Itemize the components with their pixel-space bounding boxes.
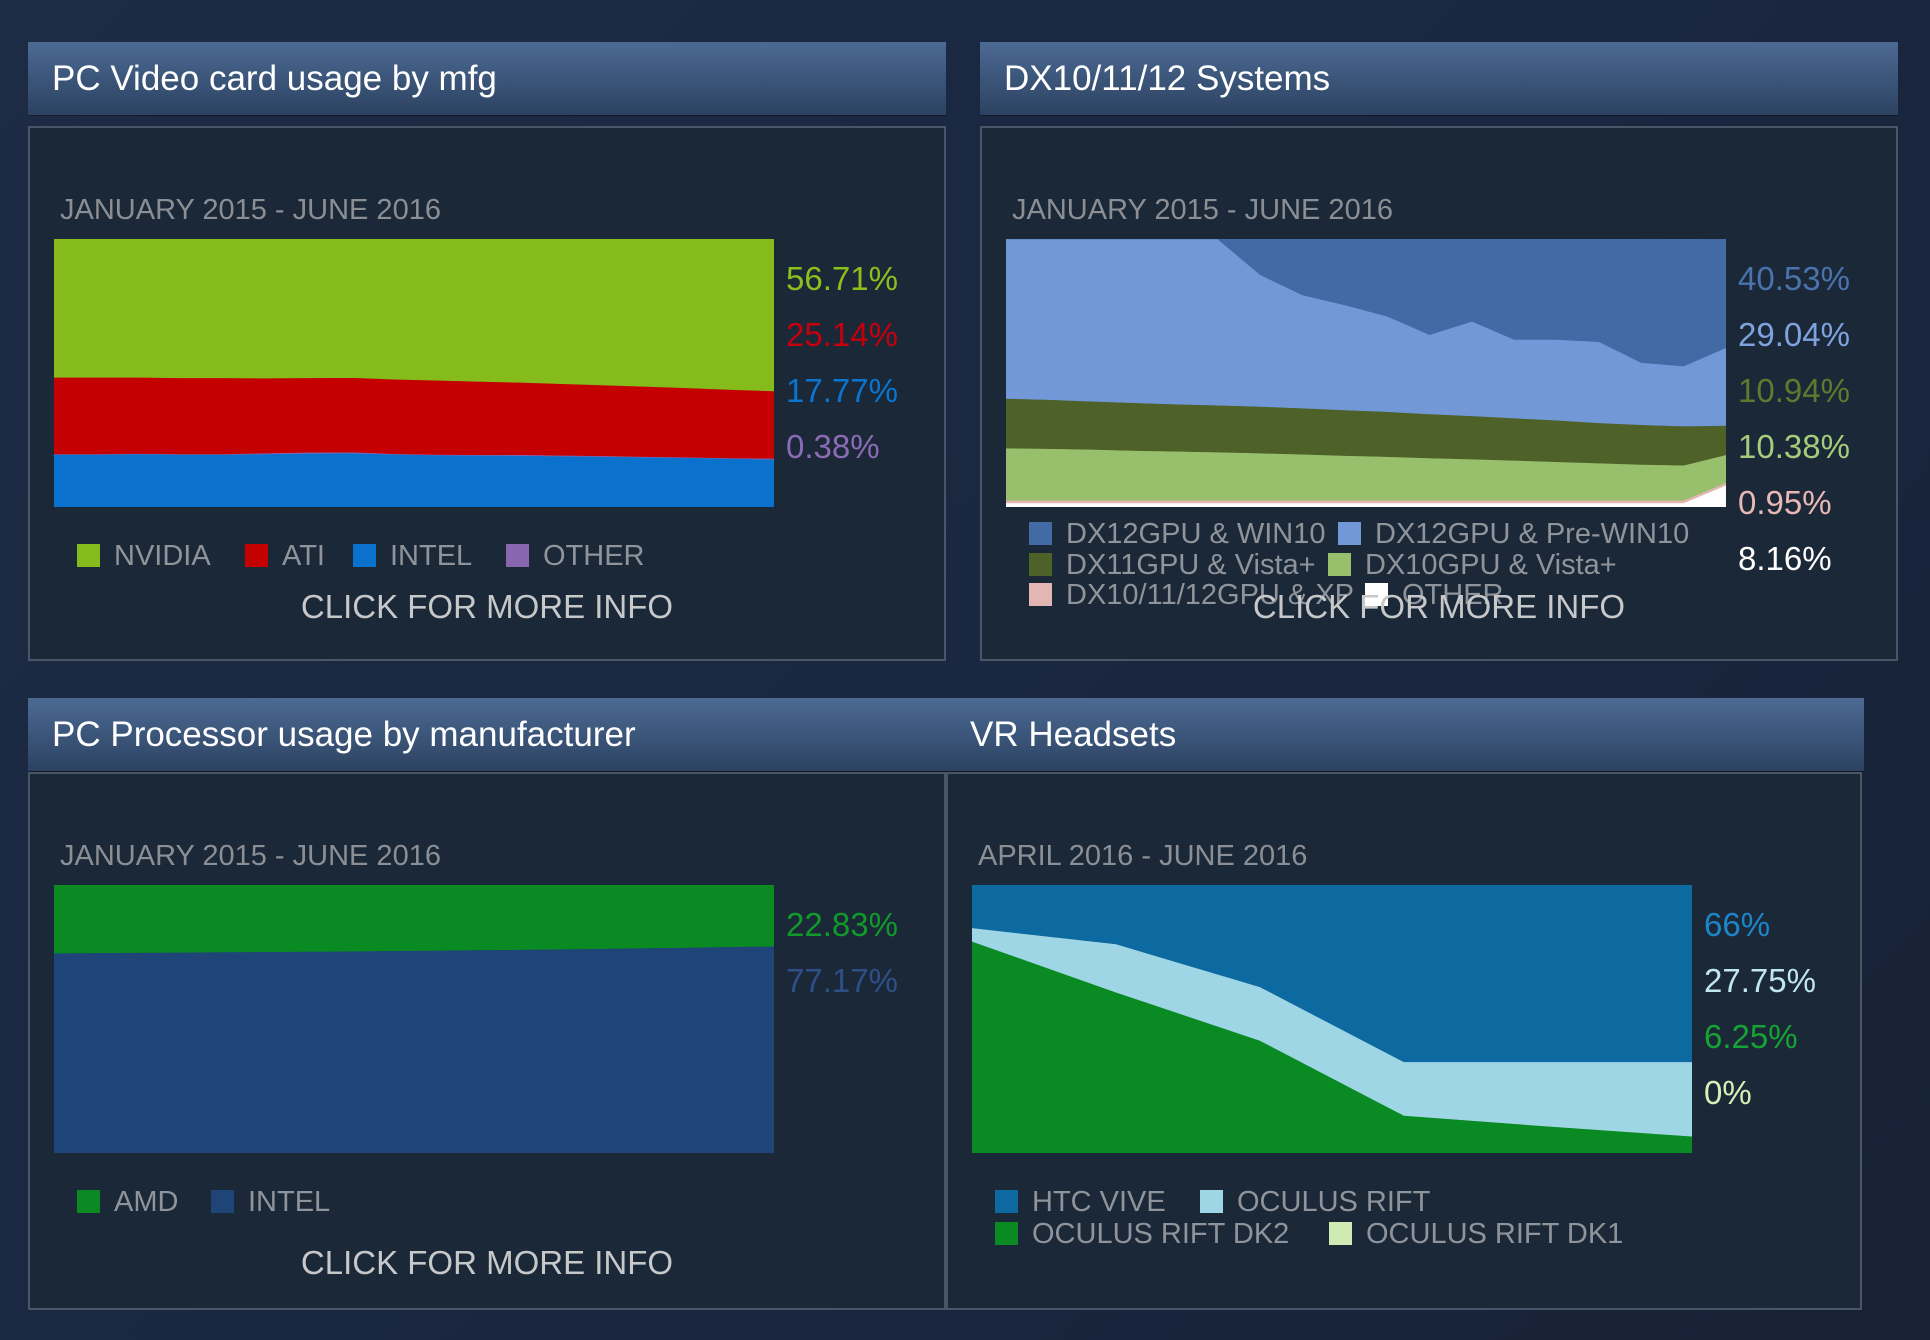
legend-label: DX10/11/12GPU & XP [1066, 579, 1355, 611]
gpu-date-range: JANUARY 2015 - JUNE 2016 [60, 194, 441, 226]
cpu-date-range: JANUARY 2015 - JUNE 2016 [60, 840, 441, 872]
vr-pct-dk2: 6.25% [1704, 1018, 1798, 1055]
cpu-pct-amd: 22.83% [786, 906, 898, 943]
legend-swatch [1328, 553, 1351, 576]
legend-label: INTEL [248, 1186, 331, 1218]
legend-swatch [1365, 583, 1388, 606]
cpu-pct-intel: 77.17% [786, 962, 898, 999]
dx-more-info-link[interactable]: CLICK FOR MORE INFO [1252, 588, 1626, 625]
cpu-area-chart [54, 885, 774, 1153]
vr-panel: VR Headsets APRIL 2016 - JUNE 2016 66% 2… [946, 698, 1864, 1310]
dx-panel: DX10/11/12 Systems JANUARY 2015 - JUNE 2… [980, 42, 1898, 661]
gpu-panel: PC Video card usage by mfg JANUARY 2015 … [28, 42, 948, 661]
dx-pct-dx12-win10: 40.53% [1738, 260, 1850, 297]
legend-label: OCULUS RIFT DK2 [1032, 1218, 1290, 1250]
legend-label: ATI [282, 540, 325, 572]
legend-swatch [1200, 1190, 1223, 1213]
dx-chart-link[interactable]: JANUARY 2015 - JUNE 2016 40.53% 29.04% 1… [980, 126, 1898, 661]
vr-date-range: APRIL 2016 - JUNE 2016 [978, 840, 1308, 872]
gpu-legend-ati: ATI [245, 540, 325, 572]
dx-panel-header: DX10/11/12 Systems [980, 42, 1898, 115]
area-series-dx12gpu-win10 [1006, 239, 1726, 367]
vr-pct-htc-vive: 66% [1704, 906, 1771, 943]
dx-pct-other: 8.16% [1738, 540, 1832, 577]
vr-pct-dk1: 0% [1704, 1074, 1752, 1111]
cpu-panel-header: PC Processor usage by manufacturer [28, 698, 946, 771]
gpu-pct-nvidia: 56.71% [786, 260, 898, 297]
dx-legend-dx11: DX11GPU & Vista+ [1029, 549, 1316, 581]
legend-swatch [1029, 553, 1052, 576]
legend-swatch [995, 1222, 1018, 1245]
vr-chart-link[interactable]: APRIL 2016 - JUNE 2016 66% 27.75% 6.25% … [946, 772, 1862, 1310]
legend-swatch [77, 544, 100, 567]
vr-legend-dk2: OCULUS RIFT DK2 [995, 1218, 1289, 1250]
legend-swatch [77, 1190, 100, 1213]
legend-swatch [353, 544, 376, 567]
legend-swatch [211, 1190, 234, 1213]
vr-legend-dk1: OCULUS RIFT DK1 [1329, 1218, 1623, 1250]
cpu-panel: PC Processor usage by manufacturer JANUA… [28, 698, 948, 1310]
dx-pct-dx12-prewin10: 29.04% [1738, 316, 1850, 353]
legend-label: DX12GPU & WIN10 [1066, 518, 1326, 550]
vr-area-chart [972, 885, 1692, 1153]
gpu-pct-intel: 17.77% [786, 372, 898, 409]
area-series-intel [54, 945, 774, 1153]
legend-label: DX12GPU & Pre-WIN10 [1375, 518, 1690, 550]
area-series-nvidia [54, 239, 774, 392]
legend-label: NVIDIA [114, 540, 211, 572]
dx-legend-dx12-win10: DX12GPU & WIN10 [1029, 518, 1325, 550]
dx-legend-other: OTHER [1365, 579, 1504, 611]
area-series-ati [54, 376, 774, 459]
legend-label: DX10GPU & Vista+ [1365, 549, 1617, 581]
gpu-pct-ati: 25.14% [786, 316, 898, 353]
legend-label: DX11GPU & Vista+ [1066, 549, 1316, 581]
gpu-legend-nvidia: NVIDIA [77, 540, 211, 572]
dx-legend-xp: DX10/11/12GPU & XP [1029, 579, 1354, 611]
legend-swatch [1029, 522, 1052, 545]
vr-legend-htc-vive: HTC VIVE [995, 1186, 1166, 1218]
gpu-area-chart [54, 239, 774, 507]
legend-swatch [1029, 583, 1052, 606]
legend-swatch [1329, 1222, 1352, 1245]
legend-label: OTHER [543, 540, 645, 572]
legend-label: INTEL [390, 540, 473, 572]
dx-pct-xp: 0.95% [1738, 484, 1832, 521]
cpu-legend-amd: AMD [77, 1186, 178, 1218]
legend-label: HTC VIVE [1032, 1186, 1166, 1218]
legend-label: OCULUS RIFT [1237, 1186, 1431, 1218]
cpu-panel-title: PC Processor usage by manufacturer [52, 715, 636, 754]
area-series-amd [54, 885, 774, 954]
legend-label: OCULUS RIFT DK1 [1366, 1218, 1624, 1250]
gpu-chart-link[interactable]: JANUARY 2015 - JUNE 2016 56.71% 25.14% 1… [28, 126, 946, 661]
gpu-legend-intel: INTEL [353, 540, 472, 572]
cpu-more-info-link[interactable]: CLICK FOR MORE INFO [300, 1244, 674, 1281]
vr-pct-oculus-rift: 27.75% [1704, 962, 1816, 999]
cpu-chart-link[interactable]: JANUARY 2015 - JUNE 2016 22.83% 77.17% A… [28, 772, 946, 1310]
cpu-legend-intel: INTEL [211, 1186, 330, 1218]
legend-label: AMD [114, 1186, 179, 1218]
area-series-htc-vive [972, 885, 1692, 1063]
dx-pct-dx10: 10.38% [1738, 428, 1850, 465]
gpu-panel-title: PC Video card usage by mfg [52, 59, 497, 98]
gpu-panel-header: PC Video card usage by mfg [28, 42, 946, 115]
area-series-intel [54, 452, 774, 507]
legend-swatch [245, 544, 268, 567]
gpu-more-info-link[interactable]: CLICK FOR MORE INFO [300, 588, 674, 625]
legend-label: OTHER [1402, 579, 1504, 611]
dx-panel-title: DX10/11/12 Systems [1004, 59, 1331, 98]
gpu-pct-other: 0.38% [786, 428, 880, 465]
dx-pct-dx11: 10.94% [1738, 372, 1850, 409]
vr-panel-header: VR Headsets [946, 698, 1864, 771]
dx-legend-dx10: DX10GPU & Vista+ [1328, 549, 1617, 581]
vr-legend-oculus-rift: OCULUS RIFT [1200, 1186, 1430, 1218]
dx-legend-dx12-prewin10: DX12GPU & Pre-WIN10 [1338, 518, 1689, 550]
legend-swatch [1338, 522, 1361, 545]
dx-date-range: JANUARY 2015 - JUNE 2016 [1012, 194, 1393, 226]
vr-panel-title: VR Headsets [970, 715, 1177, 754]
gpu-legend-other: OTHER [506, 540, 645, 572]
legend-swatch [506, 544, 529, 567]
legend-swatch [995, 1190, 1018, 1213]
dx-area-chart [1006, 239, 1726, 507]
